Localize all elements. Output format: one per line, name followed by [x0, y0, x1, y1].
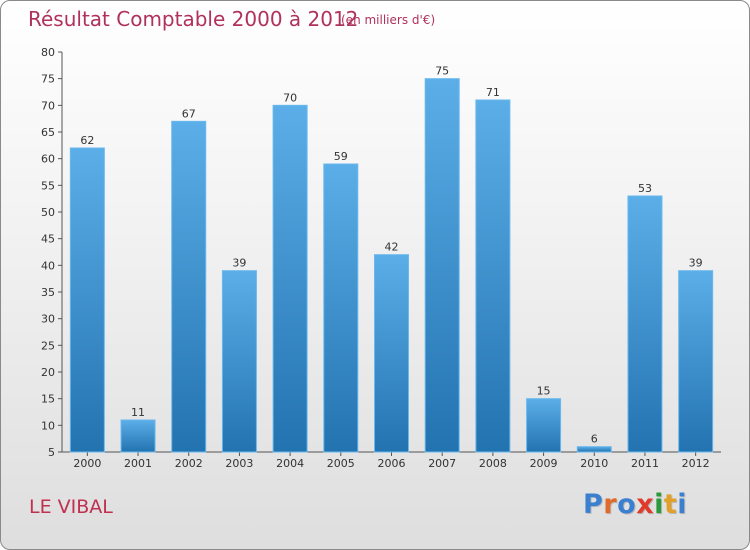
x-tick-label: 2001	[124, 457, 152, 470]
y-tick-label: 45	[41, 233, 55, 246]
bar	[120, 419, 156, 453]
chart-subtitle: (en milliers d'€)	[341, 13, 436, 27]
y-tick-label: 75	[41, 73, 55, 86]
data-label: 11	[131, 406, 145, 419]
x-tick-label: 2011	[631, 457, 659, 470]
logo-letter: P	[583, 489, 604, 520]
bar	[69, 147, 105, 453]
y-tick-label: 60	[41, 153, 55, 166]
x-tick-label: 2003	[225, 457, 253, 470]
y-tick-label: 25	[41, 339, 55, 352]
bars	[69, 78, 714, 453]
data-label: 53	[638, 182, 652, 195]
bar	[424, 78, 460, 453]
y-tick-label: 40	[41, 259, 55, 272]
bar	[323, 163, 359, 453]
bar	[272, 104, 308, 453]
x-tick-label: 2007	[428, 457, 456, 470]
logo-letter: x	[636, 489, 655, 520]
y-tick-label: 30	[41, 313, 55, 326]
y-tick-label: 15	[41, 393, 55, 406]
y-tick-label: 35	[41, 286, 55, 299]
y-tick-label: 5	[48, 446, 55, 459]
logo-letter: i	[654, 489, 664, 520]
y-tick-label: 80	[41, 46, 55, 59]
data-label: 59	[334, 150, 348, 163]
x-tick-label: 2006	[378, 457, 406, 470]
x-tick-label: 2012	[682, 457, 710, 470]
data-label: 15	[537, 385, 551, 398]
proxiti-logo: Proxiti	[583, 489, 687, 520]
y-tick-label: 65	[41, 126, 55, 139]
axes: 5 10 15 20 25 30 35 40 45 50 55 60 65 70 75 80 2000 2001 2…	[41, 46, 721, 470]
logo-letter: i	[677, 489, 688, 520]
data-label: 75	[435, 65, 449, 78]
y-tick-label: 10	[41, 419, 55, 432]
x-tick-label: 2008	[479, 457, 507, 470]
value-labels: 62 11 67 39 70 59 42 75 71 15 6 53 39	[80, 65, 702, 446]
x-tick-label: 2004	[276, 457, 304, 470]
bar	[475, 99, 511, 453]
data-label: 42	[385, 241, 399, 254]
commune-name: LE VIBAL	[29, 496, 113, 518]
data-label: 39	[232, 257, 246, 270]
chart-title: Résultat Comptable 2000 à 2012	[28, 7, 359, 31]
bar	[627, 195, 663, 453]
bar	[526, 398, 562, 453]
y-tick-label: 20	[41, 366, 55, 379]
logo-letter: t	[663, 489, 678, 520]
bar	[171, 120, 207, 453]
bar	[678, 270, 714, 453]
data-label: 70	[283, 91, 297, 104]
x-tick-label: 2002	[175, 457, 203, 470]
logo-letter: r	[603, 489, 618, 520]
y-tick-label: 55	[41, 179, 55, 192]
bar	[221, 270, 257, 453]
x-tick-label: 2010	[580, 457, 608, 470]
data-label: 39	[689, 257, 703, 270]
y-tick-label: 50	[41, 206, 55, 219]
bar	[576, 446, 612, 453]
y-tick-label: 70	[41, 99, 55, 112]
x-tick-label: 2000	[73, 457, 101, 470]
x-tick-label: 2005	[327, 457, 355, 470]
data-label: 67	[182, 107, 196, 120]
x-tick-label: 2009	[530, 457, 558, 470]
bar	[374, 254, 409, 453]
logo-letter: o	[617, 489, 637, 520]
data-label: 6	[591, 433, 598, 446]
data-label: 62	[80, 134, 94, 147]
data-label: 71	[486, 86, 500, 99]
